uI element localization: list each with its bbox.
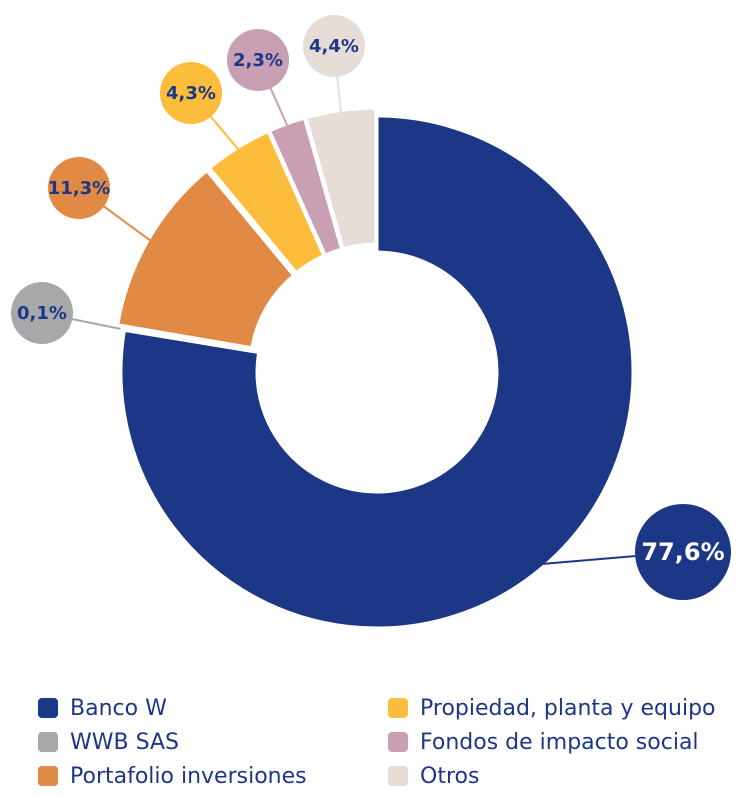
data-label: 0,1% [17, 303, 67, 324]
legend-label: WWB SAS [70, 730, 179, 755]
legend-swatch [38, 698, 58, 718]
legend-swatch [388, 698, 408, 718]
label-bubble [160, 62, 222, 124]
legend-label: Otros [420, 764, 479, 789]
legend-swatch [388, 732, 408, 752]
legend-label: Banco W [70, 696, 167, 721]
legend-swatch [388, 766, 408, 786]
data-label: 2,3% [233, 50, 283, 71]
label-bubble [11, 282, 73, 344]
legend-label: Portafolio inversiones [70, 764, 307, 789]
legend-swatch [38, 732, 58, 752]
label-bubble [48, 157, 110, 219]
data-label: 77,6% [641, 538, 724, 566]
label-bubble [635, 504, 731, 600]
slice [207, 129, 326, 275]
legend-swatch [38, 766, 58, 786]
slice [304, 106, 378, 251]
slice [116, 168, 296, 350]
data-label: 4,4% [309, 36, 359, 57]
slice [119, 114, 635, 630]
data-label: 11,3% [48, 178, 110, 199]
data-label: 4,3% [166, 83, 216, 104]
label-bubble [303, 15, 365, 77]
legend-label: Fondos de impacto social [420, 730, 699, 755]
slice [267, 116, 344, 257]
label-bubble [227, 29, 289, 91]
legend-label: Propiedad, planta y equipo [420, 696, 716, 721]
